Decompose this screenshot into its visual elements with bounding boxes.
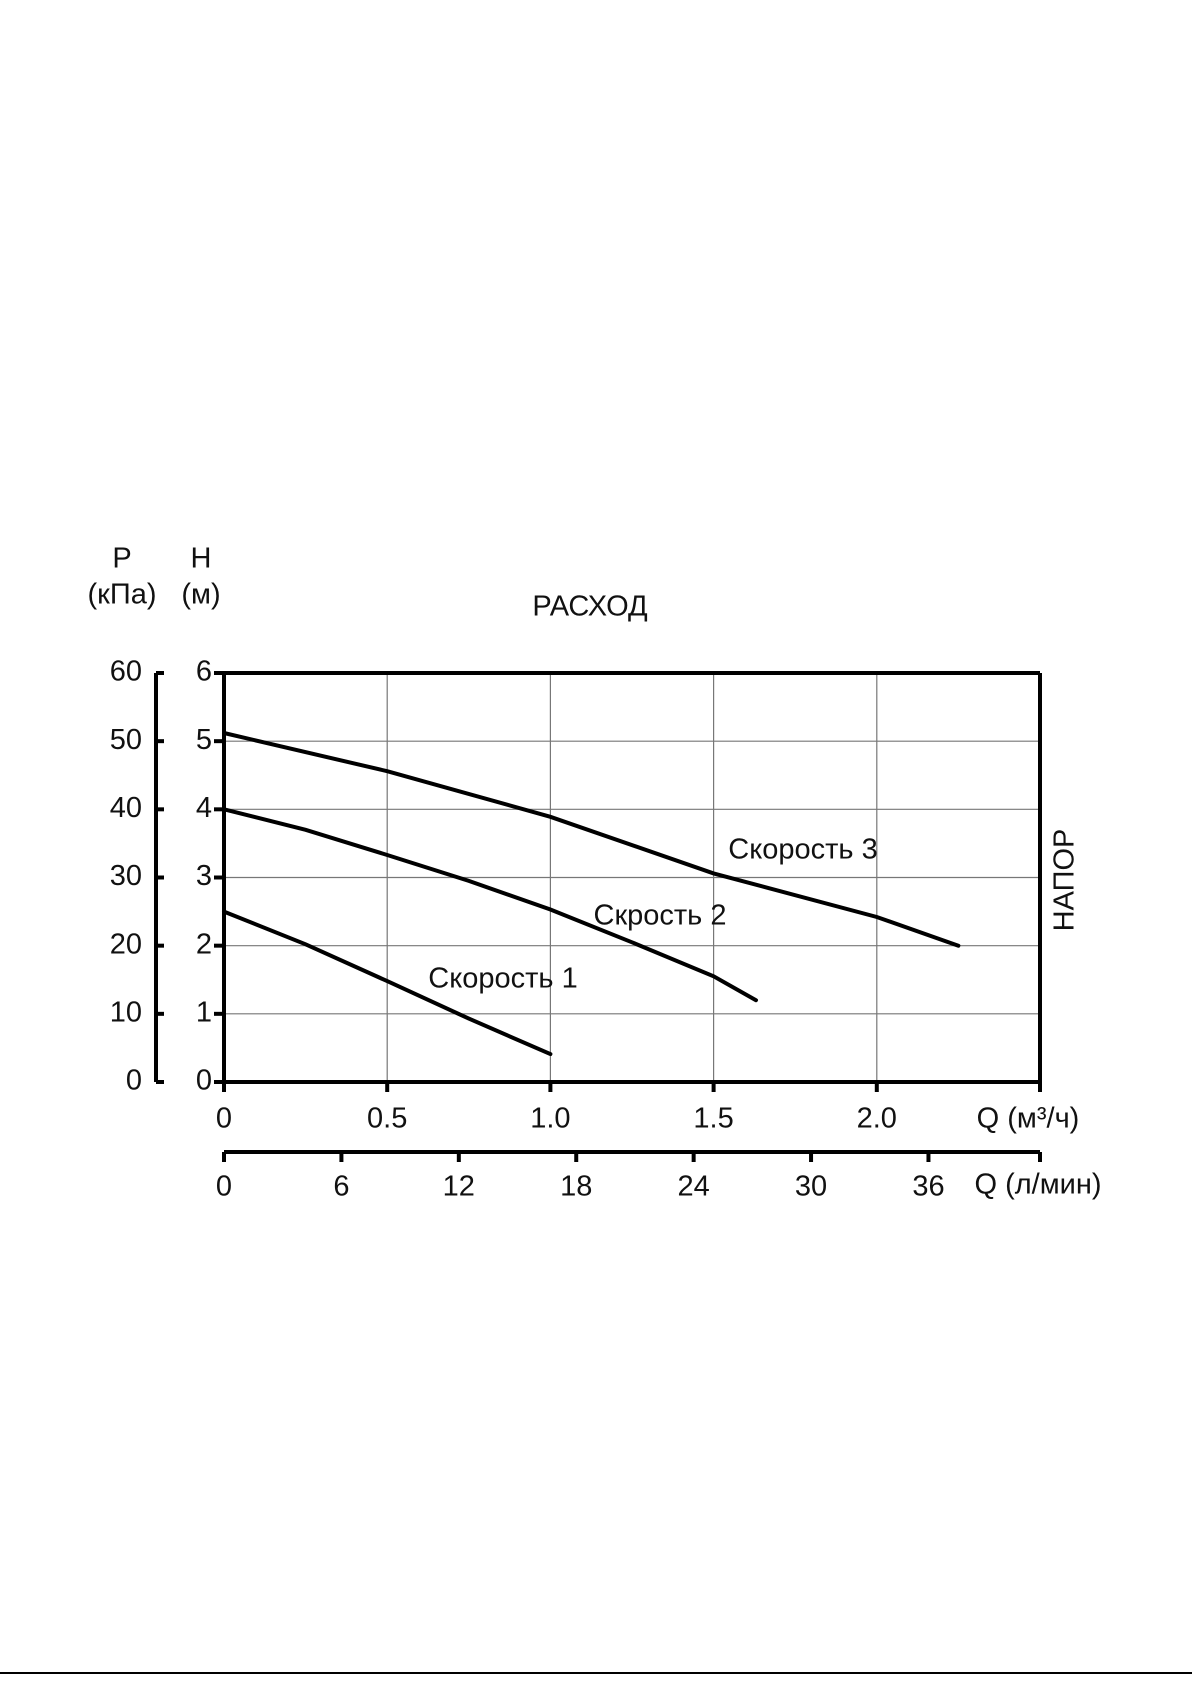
y-tick-label: 4 — [196, 792, 212, 824]
y-axis-title: НАПОР — [1049, 829, 1081, 932]
curve — [222, 807, 758, 1003]
curve — [222, 909, 553, 1057]
y-tick-label: 0 — [196, 1065, 212, 1097]
p-unit: (кПа) — [88, 579, 157, 611]
y2-tick-label: 60 — [110, 656, 142, 688]
curve-label: Скрость 2 — [594, 900, 727, 932]
x-tick-label: 1.5 — [693, 1103, 733, 1135]
y2-tick-label: 40 — [110, 792, 142, 824]
y2-tick-label: 50 — [110, 724, 142, 756]
y2-tick-label: 20 — [110, 928, 142, 960]
curve-label: Скорость 3 — [728, 834, 877, 866]
y-tick-label: 5 — [196, 724, 212, 756]
x-axis-title: Q (м³/ч) — [977, 1103, 1080, 1135]
h-label: H — [191, 543, 212, 575]
x2-axis-title: Q (л/мин) — [974, 1169, 1101, 1201]
x2-tick-label: 0 — [216, 1171, 232, 1203]
y-tick-label: 2 — [196, 928, 212, 960]
y2-tick-label: 0 — [126, 1065, 142, 1097]
x-tick-label: 1.0 — [530, 1103, 570, 1135]
y-tick-label: 6 — [196, 656, 212, 688]
x-tick-label: 0 — [216, 1103, 232, 1135]
x2-tick-label: 6 — [333, 1171, 349, 1203]
y-tick-label: 3 — [196, 860, 212, 892]
y2-tick-label: 30 — [110, 860, 142, 892]
y2-tick-label: 10 — [110, 996, 142, 1028]
p-label: P — [112, 543, 131, 575]
x2-tick-label: 30 — [795, 1171, 827, 1203]
x2-tick-label: 18 — [560, 1171, 592, 1203]
chart-title: РАСХОД — [532, 591, 648, 623]
x-tick-label: 2.0 — [857, 1103, 897, 1135]
y-tick-label: 1 — [196, 996, 212, 1028]
h-unit: (м) — [181, 579, 220, 611]
curve — [222, 731, 961, 948]
curve-label: Скорость 1 — [428, 963, 577, 995]
x2-tick-label: 12 — [443, 1171, 475, 1203]
x2-tick-label: 24 — [678, 1171, 710, 1203]
x-tick-label: 0.5 — [367, 1103, 407, 1135]
x2-tick-label: 36 — [912, 1171, 944, 1203]
